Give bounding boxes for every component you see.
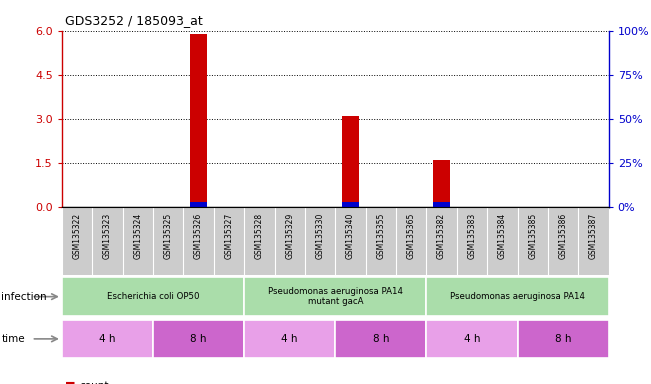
Text: GSM135330: GSM135330 — [316, 213, 325, 259]
Text: GSM135365: GSM135365 — [407, 213, 416, 259]
Bar — [244, 277, 426, 316]
Text: GSM135382: GSM135382 — [437, 213, 446, 259]
Bar — [426, 277, 609, 316]
Text: 8 h: 8 h — [555, 334, 572, 344]
Text: GSM135385: GSM135385 — [528, 213, 537, 259]
Text: GSM135340: GSM135340 — [346, 213, 355, 259]
Text: GSM135384: GSM135384 — [498, 213, 507, 259]
Text: GDS3252 / 185093_at: GDS3252 / 185093_at — [65, 14, 203, 27]
Bar — [62, 319, 153, 358]
Text: GSM135386: GSM135386 — [559, 213, 568, 259]
Text: infection: infection — [1, 291, 47, 302]
Text: GSM135355: GSM135355 — [376, 213, 385, 259]
Text: GSM135325: GSM135325 — [163, 213, 173, 259]
Text: GSM135327: GSM135327 — [225, 213, 234, 259]
Text: GSM135387: GSM135387 — [589, 213, 598, 259]
Bar — [342, 116, 359, 207]
Text: Pseudomonas aeruginosa PA14: Pseudomonas aeruginosa PA14 — [450, 292, 585, 301]
Text: GSM135328: GSM135328 — [255, 213, 264, 259]
Bar — [426, 319, 518, 358]
Text: Escherichia coli OP50: Escherichia coli OP50 — [107, 292, 199, 301]
Bar — [190, 202, 207, 207]
Text: 4 h: 4 h — [464, 334, 480, 344]
Text: ■: ■ — [65, 381, 76, 384]
Text: GSM135326: GSM135326 — [194, 213, 203, 259]
Text: 4 h: 4 h — [99, 334, 116, 344]
Text: time: time — [1, 334, 25, 344]
Bar — [342, 202, 359, 207]
Text: GSM135323: GSM135323 — [103, 213, 112, 259]
Text: GSM135322: GSM135322 — [72, 213, 81, 259]
Bar — [153, 319, 244, 358]
Bar — [335, 319, 426, 358]
Bar — [62, 277, 244, 316]
Bar — [434, 202, 450, 207]
Bar — [244, 319, 335, 358]
Text: 8 h: 8 h — [372, 334, 389, 344]
Text: GSM135383: GSM135383 — [467, 213, 477, 259]
Bar — [190, 34, 207, 207]
Text: 4 h: 4 h — [281, 334, 298, 344]
Text: Pseudomonas aeruginosa PA14
mutant gacA: Pseudomonas aeruginosa PA14 mutant gacA — [268, 287, 403, 306]
Text: count: count — [79, 381, 109, 384]
Bar — [434, 160, 450, 207]
Text: GSM135329: GSM135329 — [285, 213, 294, 259]
Bar — [518, 319, 609, 358]
Text: 8 h: 8 h — [190, 334, 207, 344]
Text: GSM135324: GSM135324 — [133, 213, 143, 259]
